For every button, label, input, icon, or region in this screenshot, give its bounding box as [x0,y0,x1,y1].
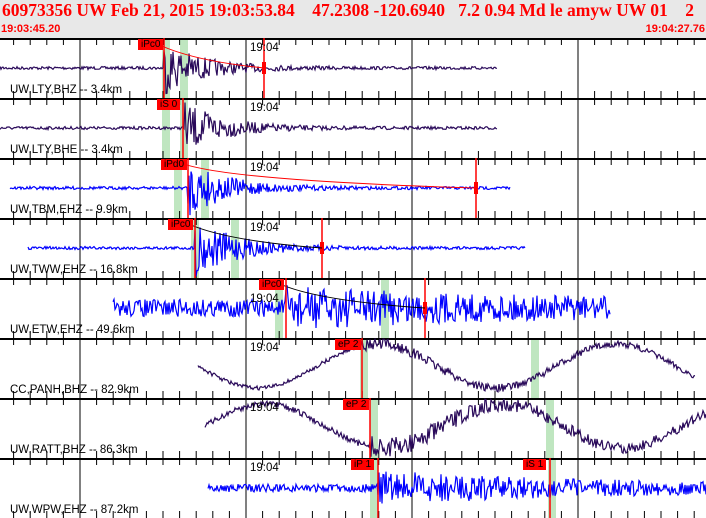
channel-panel[interactable]: 19:04 iPc0 UW,TWW,EHZ -- 16.8km [0,218,706,278]
seismic-trace [207,471,706,504]
channel-label: UW,TWW,EHZ -- 16.8km [10,264,138,276]
seismic-trace [9,171,511,216]
channel-panel[interactable]: 19:04 iPc0 UW,ETW,EHZ -- 49.6km [0,278,706,338]
channel-panel[interactable]: 19:04 eP 2 UW,RATT,BHZ -- 86.3km [0,398,706,458]
phase-window [531,338,539,398]
minute-time-label: 19:04 [250,462,279,474]
phase-pick-flag[interactable]: iS 0 [157,99,181,110]
channel-label: UW,ETW,EHZ -- 49.6km [10,324,135,336]
channel-panel[interactable]: 19:04 iPc0 UW,LTY,BHZ -- 3.4km [0,38,706,98]
seismic-trace [0,102,498,145]
minute-time-label: 19:04 [250,162,279,174]
waveform-plot[interactable] [0,398,706,458]
waveform-plot[interactable] [0,98,706,158]
channel-label: UW,TBM,EHZ -- 9.9km [10,204,128,216]
channel-panel[interactable]: 19:04 iP 1 iS 1 UW,WPW,EHZ -- 87.2km [0,458,706,518]
phase-pick-flag[interactable]: iP 1 [351,459,375,470]
waveform-plot[interactable] [0,278,706,338]
seismic-trace [204,398,706,457]
channel-label: UW,WPW,EHZ -- 87.2km [10,504,139,516]
channel-panel[interactable]: 19:04 iPd0 UW,TBM,EHZ -- 9.9km [0,158,706,218]
phase-window [360,338,368,398]
channel-panel[interactable]: 19:04 iS 0 UW,LTY,BHE -- 3.4km [0,98,706,158]
channel-label: UW,LTY,BHE -- 3.4km [10,144,123,156]
event-title: 60973356 UW Feb 21, 2015 19:03:53.84 47.… [2,0,695,20]
phase-pick-flag[interactable]: iPc0 [168,219,194,230]
channel-label: CC,PANH,BHZ -- 82.9km [10,384,139,396]
phase-pick-flag[interactable]: iPc0 [138,39,164,50]
minute-time-label: 19:04 [250,42,279,54]
seismic-trace [112,285,611,329]
phase-pick-flag[interactable]: eP 2 [335,339,362,350]
phase-pick-flag[interactable]: iPd0 [161,159,188,170]
phase-window [162,38,170,98]
seismic-trace [197,338,696,393]
window-start-time: 19:03:45.20 [1,23,61,35]
waveform-plot[interactable] [0,338,706,398]
phase-window [201,158,209,218]
window-end-time: 19:04:27.76 [645,23,705,35]
minute-time-label: 19:04 [250,222,279,234]
minute-time-label: 19:04 [250,102,279,114]
channel-panel[interactable]: 19:04 eP 2 CC,PANH,BHZ -- 82.9km [0,338,706,398]
phase-pick-flag[interactable]: iPc0 [259,279,285,290]
waveform-plot[interactable] [0,458,706,518]
seismic-trace [27,227,526,277]
minute-time-label: 19:04 [250,342,279,354]
phase-window [546,398,554,458]
minute-time-label: 19:04 [250,293,279,305]
channel-label: UW,RATT,BHZ -- 86.3km [10,444,138,456]
phase-pick-flag[interactable]: iS 1 [523,459,547,470]
waveform-plot[interactable] [0,158,706,218]
event-header: 60973356 UW Feb 21, 2015 19:03:53.84 47.… [0,0,706,38]
minute-time-label: 19:04 [250,402,279,414]
phase-window [180,38,188,98]
waveform-plot[interactable] [0,218,706,278]
channel-label: UW,LTY,BHZ -- 3.4km [10,84,123,96]
phase-window [370,398,378,458]
phase-pick-flag[interactable]: eP 2 [343,399,370,410]
